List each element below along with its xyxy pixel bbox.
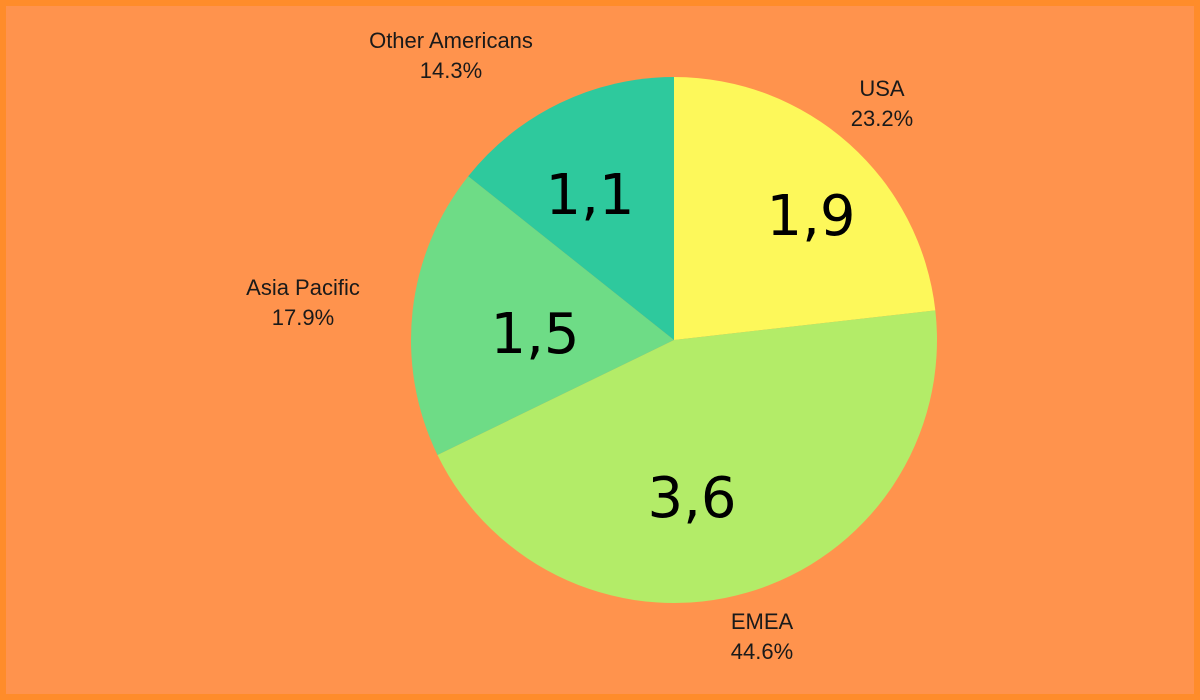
slice-value-asia-pacific: 1,5 <box>490 302 579 367</box>
pie-slice-usa <box>674 77 936 340</box>
pie-slice-other-americans <box>468 77 674 340</box>
slice-value-usa: 1,9 <box>766 184 855 249</box>
slice-category-emea: EMEA <box>731 609 794 634</box>
slice-percent-usa: 23.2% <box>851 106 913 131</box>
pie-slices <box>411 77 937 603</box>
slice-category-asia-pacific: Asia Pacific <box>246 275 360 300</box>
pie-slice-emea <box>437 310 937 603</box>
slice-category-other-americans: Other Americans <box>369 28 533 53</box>
slice-value-other-americans: 1,1 <box>545 163 634 228</box>
pie-slice-asia-pacific <box>411 176 674 455</box>
slice-values: 1,9 3,6 1,5 1,1 <box>490 163 855 531</box>
slice-percent-emea: 44.6% <box>731 639 793 664</box>
slice-value-emea: 3,6 <box>647 466 736 531</box>
slice-percent-other-americans: 14.3% <box>420 58 482 83</box>
slice-percent-asia-pacific: 17.9% <box>272 305 334 330</box>
slice-labels: USA 23.2% EMEA 44.6% Asia Pacific 17.9% Other … <box>246 28 913 664</box>
slice-category-usa: USA <box>859 76 905 101</box>
